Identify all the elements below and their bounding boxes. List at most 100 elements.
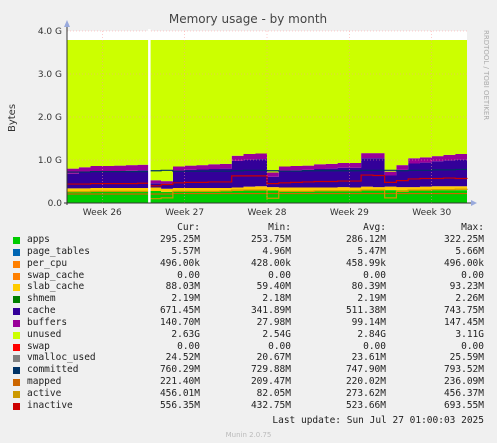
legend-max: 3.11G [455, 328, 484, 340]
legend-avg: 286.12M [345, 234, 386, 245]
header-min: Min: [268, 222, 291, 233]
legend-max: 0.00 [461, 269, 484, 281]
legend-max: 793.52M [443, 364, 484, 376]
legend-series-name: per_cpu [27, 257, 68, 269]
legend-cur: 221.40M [159, 376, 200, 388]
legend-avg: 220.02M [345, 376, 386, 388]
legend-min: 341.89M [250, 305, 291, 317]
legend-series-name: committed [27, 364, 79, 376]
series-areas [67, 40, 467, 203]
legend-swatch [13, 237, 20, 244]
header-max: Max: [461, 222, 484, 233]
legend-swatch [13, 390, 20, 398]
legend-min: 0.00 [268, 269, 291, 281]
y-ticks: 0.0 1.0 G 2.0 G 3.0 G 4.0 G [38, 27, 62, 209]
header-avg: Avg: [363, 222, 386, 233]
legend-row-slab-cache: slab_cache 88.03M 59.40M 80.39M 93.23M [0, 281, 497, 293]
y-tick-label: 3.0 G [38, 70, 62, 80]
legend-cur: 5.57M [171, 245, 200, 257]
x-axis-arrow [471, 200, 477, 206]
legend-avg: 99.14M [351, 316, 386, 328]
y-tick-label: 2.0 G [38, 113, 62, 123]
legend-max: 322.25M [443, 234, 484, 245]
x-tick-label: Week 26 [83, 208, 122, 218]
legend-avg: 5.47M [357, 245, 386, 257]
legend-min: 59.40M [256, 281, 291, 293]
legend-series-name: shmem [27, 293, 56, 305]
legend-max: 5.66M [455, 245, 484, 257]
legend-series-name: unused [27, 328, 62, 340]
legend-swatch [13, 284, 20, 292]
legend-min: 428.00k [250, 257, 291, 269]
side-label: RRDTOOL / TOBI OETIKER [482, 30, 490, 120]
legend-swatch [13, 260, 20, 268]
legend-row-page-tables: page_tables 5.57M 4.96M 5.47M 5.66M [0, 246, 497, 258]
legend-row-vmalloc-used: vmalloc_used 24.52M 20.67M 23.61M 25.59M [0, 352, 497, 364]
legend-min: 20.67M [256, 352, 291, 364]
legend-cur: 496.00k [159, 257, 200, 269]
legend-cur: 456.01M [159, 387, 200, 399]
x-tick-label: Week 28 [248, 208, 287, 218]
legend-header: Cur: Min: Avg: Max: [0, 222, 497, 234]
legend-swatch [13, 248, 20, 256]
legend-cur: 295.25M [159, 234, 200, 245]
legend-series-name: vmalloc_used [27, 352, 96, 364]
legend-max: 2.26M [455, 293, 484, 305]
legend-row-swap: swap 0.00 0.00 0.00 0.00 [0, 341, 497, 353]
legend-min: 432.75M [250, 399, 291, 411]
legend-row-mapped: mapped 221.40M 209.47M 220.02M 236.09M [0, 376, 497, 388]
legend-row-swap-cache: swap_cache 0.00 0.00 0.00 0.00 [0, 270, 497, 282]
legend-series-name: slab_cache [27, 281, 85, 293]
legend-avg: 0.00 [363, 340, 386, 352]
legend-series-name: apps [27, 234, 50, 245]
legend-row-per-cpu: per_cpu 496.00k 428.00k 458.99k 496.00k [0, 258, 497, 270]
legend: Cur: Min: Avg: Max: apps 295.25M 253.75M 28… [0, 222, 497, 412]
legend-series-name: swap_cache [27, 269, 85, 281]
legend-avg: 23.61M [351, 352, 386, 364]
legend-row-buffers: buffers 140.70M 27.98M 99.14M 147.45M [0, 317, 497, 329]
legend-series-name: inactive [27, 399, 73, 411]
legend-min: 27.98M [256, 316, 291, 328]
legend-row-cache: cache 671.45M 341.89M 511.38M 743.75M [0, 305, 497, 317]
legend-swatch [13, 319, 20, 327]
y-axis-arrow [64, 20, 70, 27]
y-tick-label: 4.0 G [38, 27, 62, 37]
legend-swatch [13, 343, 20, 351]
legend-series-name: page_tables [27, 245, 90, 257]
legend-swatch [13, 379, 20, 387]
legend-avg: 2.84G [357, 328, 386, 340]
legend-cur: 88.03M [165, 281, 200, 293]
legend-max: 93.23M [449, 281, 484, 293]
area-unused [67, 40, 467, 182]
legend-min: 253.75M [250, 234, 291, 245]
legend-series-name: active [27, 387, 62, 399]
legend-max: 693.55M [443, 399, 484, 411]
legend-cur: 0.00 [177, 340, 200, 352]
legend-swatch [13, 402, 20, 410]
legend-swatch [13, 296, 20, 304]
legend-row-committed: committed 760.29M 729.88M 747.90M 793.52M [0, 364, 497, 376]
legend-cur: 2.19M [171, 293, 200, 305]
legend-row-apps: apps 295.25M 253.75M 286.12M 322.25M [0, 234, 497, 246]
y-tick-label: 1.0 G [38, 156, 62, 166]
header-cur: Cur: [177, 222, 200, 233]
legend-cur: 556.35M [159, 399, 200, 411]
legend-avg: 523.66M [345, 399, 386, 411]
legend-row-inactive: inactive 556.35M 432.75M 523.66M 693.55M [0, 400, 497, 412]
legend-avg: 2.19M [357, 293, 386, 305]
legend-avg: 0.00 [363, 269, 386, 281]
legend-series-name: cache [27, 305, 56, 317]
legend-min: 82.05M [256, 387, 291, 399]
legend-swatch [13, 308, 20, 316]
legend-max: 496.00k [443, 257, 484, 269]
legend-series-name: mapped [27, 376, 62, 388]
legend-cur: 671.45M [159, 305, 200, 317]
legend-avg: 511.38M [345, 305, 386, 317]
legend-max: 236.09M [443, 376, 484, 388]
y-axis-label: Bytes [7, 104, 18, 132]
legend-max: 743.75M [443, 305, 484, 317]
legend-series-name: buffers [27, 316, 68, 328]
y-tick-label: 0.0 [48, 199, 63, 209]
legend-avg: 80.39M [351, 281, 386, 293]
legend-swatch [13, 355, 20, 363]
